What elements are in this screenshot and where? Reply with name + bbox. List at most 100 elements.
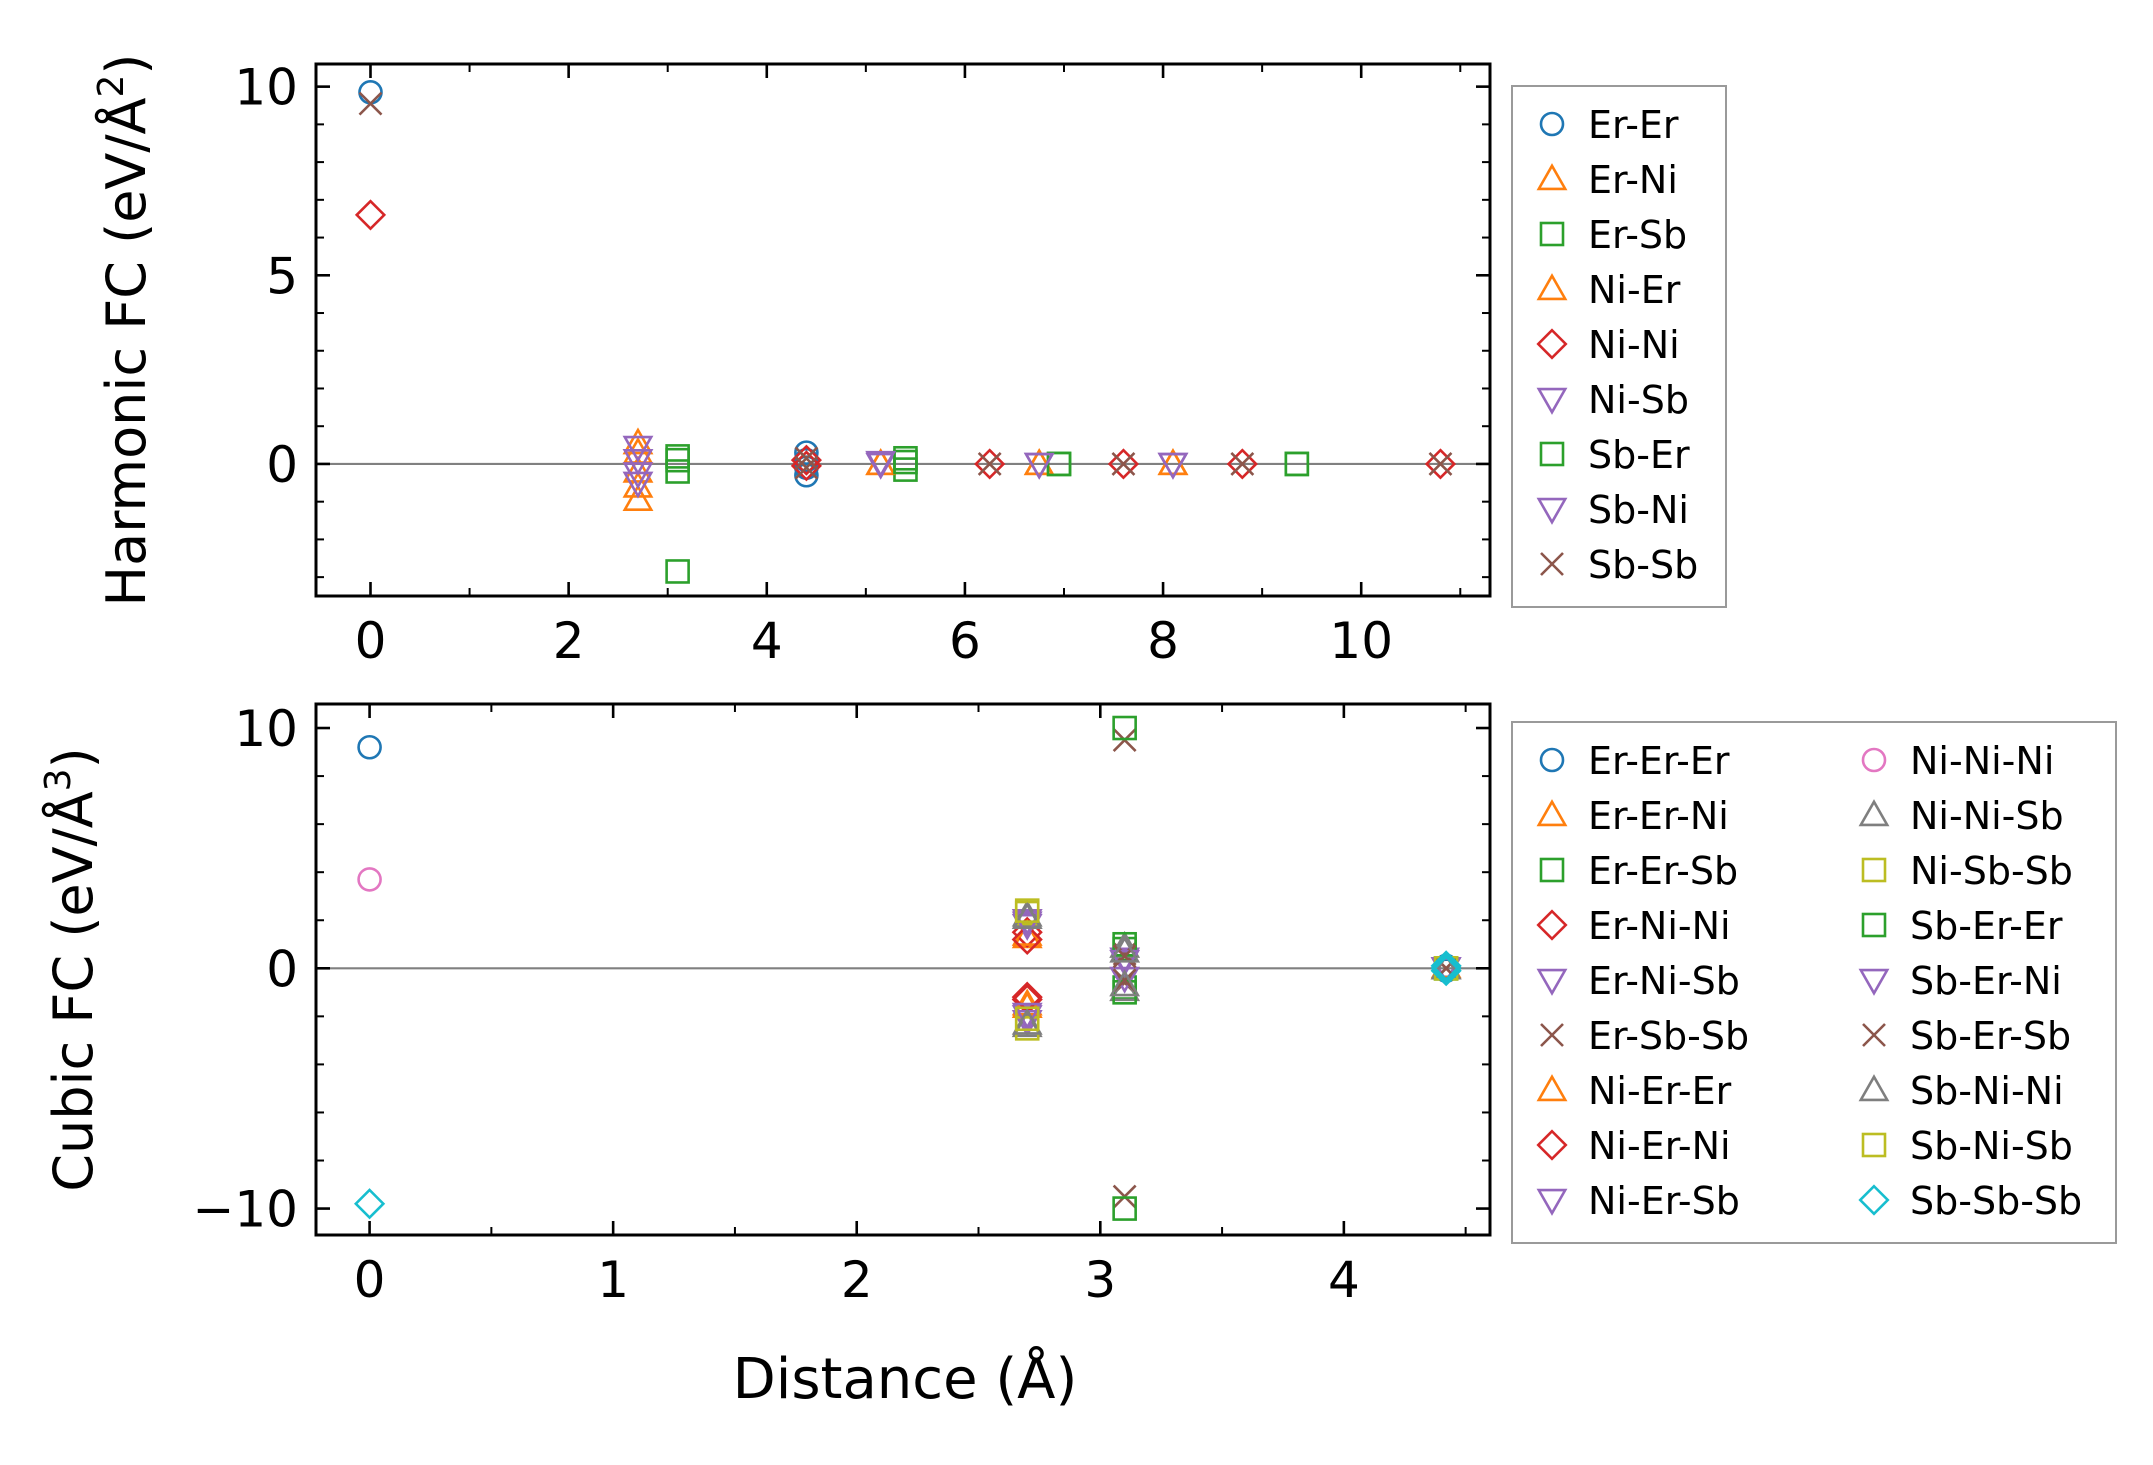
data-point bbox=[1284, 451, 1310, 477]
data-point bbox=[622, 462, 654, 490]
legend-label: Ni-Sb bbox=[1588, 378, 1689, 422]
data-point bbox=[665, 559, 690, 584]
legend-marker bbox=[1862, 1023, 1886, 1047]
series-er-ni-ni bbox=[1011, 916, 1462, 1016]
legend-entry: Sb-Ni bbox=[1536, 488, 1689, 532]
legend-marker bbox=[1858, 968, 1890, 996]
legend-label: Er-Er-Ni bbox=[1588, 794, 1729, 838]
data-point bbox=[622, 448, 654, 476]
legend-entry: Er-Ni-Sb bbox=[1536, 959, 1740, 1003]
data-point bbox=[665, 447, 690, 473]
legend-label: Er-Er-Er bbox=[1588, 739, 1730, 783]
legend-marker bbox=[1539, 221, 1565, 247]
x-axis-label: Distance (Å) bbox=[733, 1346, 1078, 1412]
legend-marker bbox=[1861, 857, 1887, 883]
legend-entry: Sb-Sb-Sb bbox=[1858, 1179, 2082, 1223]
data-point bbox=[1112, 968, 1137, 993]
data-point bbox=[353, 1188, 386, 1220]
data-point bbox=[358, 91, 383, 116]
legend-entry: Er-Ni bbox=[1536, 158, 1678, 202]
data-point bbox=[1111, 452, 1136, 476]
legend-entry: Sb-Ni-Ni bbox=[1858, 1069, 2064, 1113]
data-point bbox=[1424, 448, 1457, 480]
harmonic-fc-panel: 0 2 4 6 8 10 0 5 10 Harmonic FC (eV/Å2) Er-Er Er-Ni… bbox=[91, 54, 1727, 670]
legend-marker bbox=[1536, 1188, 1568, 1216]
legend-entry: Ni-Ni-Sb bbox=[1858, 794, 2064, 838]
legend-entry: Ni-Sb-Sb bbox=[1861, 849, 2073, 893]
legend-entry: Ni-Er bbox=[1536, 268, 1681, 312]
legend-entry: Ni-Ni-Ni bbox=[1861, 739, 2054, 783]
x-tick-label: 4 bbox=[751, 612, 783, 670]
legend-marker bbox=[1540, 1023, 1564, 1047]
legend-entry: Er-Ni-Ni bbox=[1536, 904, 1731, 948]
legend-entry: Sb-Er-Ni bbox=[1858, 959, 2062, 1003]
x-tick-label: 2 bbox=[841, 1251, 873, 1309]
legend-entry: Sb-Sb bbox=[1540, 543, 1698, 587]
data-point bbox=[1226, 448, 1258, 480]
data-point bbox=[354, 199, 387, 231]
legend-entry: Er-Sb bbox=[1539, 213, 1687, 257]
data-point bbox=[974, 448, 1006, 480]
series-ni-ni-ni bbox=[357, 867, 1459, 981]
series-er-er-er bbox=[357, 734, 1459, 984]
legend-marker bbox=[1858, 799, 1890, 827]
data-point bbox=[357, 867, 382, 892]
data-point bbox=[1157, 448, 1189, 476]
data-point bbox=[790, 444, 822, 476]
series-er-er bbox=[358, 79, 819, 488]
x-tick-label: 3 bbox=[1084, 1251, 1116, 1309]
legend: Er-Er Er-Ni Er-Sb Ni-Er Ni-Ni Ni-Sb Sb-Er Sb-Ni… bbox=[1511, 85, 1727, 608]
legend-label: Sb-Er-Er bbox=[1910, 904, 2063, 948]
x-tick-label: 2 bbox=[553, 612, 585, 670]
y-tick-label: 0 bbox=[266, 436, 298, 494]
data-point bbox=[1112, 715, 1137, 741]
data-point bbox=[1109, 935, 1141, 963]
data-point bbox=[1014, 1006, 1040, 1032]
series-sb-er-ni bbox=[1011, 911, 1462, 1030]
data-point bbox=[1014, 898, 1040, 923]
legend-label: Sb-Er bbox=[1588, 433, 1690, 477]
legend-label: Ni-Ni bbox=[1588, 323, 1680, 367]
legend-label: Ni-Er-Ni bbox=[1588, 1124, 1731, 1168]
data-point bbox=[1430, 955, 1462, 987]
data-point bbox=[622, 483, 654, 511]
data-point bbox=[1011, 923, 1043, 956]
y-tick-label: 10 bbox=[234, 700, 298, 758]
legend-marker bbox=[1536, 387, 1568, 415]
series-sb-sb bbox=[358, 91, 1453, 480]
legend: Er-Er-Er Er-Er-Ni Er-Er-Sb Er-Ni-Ni Er-Ni-Sb… bbox=[1511, 721, 2117, 1244]
data-point bbox=[1109, 969, 1141, 997]
series-er-er-ni bbox=[1011, 921, 1462, 1018]
data-point bbox=[622, 427, 654, 455]
data-point bbox=[1230, 452, 1255, 476]
legend-entry: Sb-Er-Sb bbox=[1862, 1014, 2071, 1058]
legend-label: Ni-Er-Sb bbox=[1588, 1179, 1740, 1223]
legend-entry: Ni-Er-Ni bbox=[1536, 1124, 1731, 1168]
data-point bbox=[794, 447, 819, 473]
data-point bbox=[1430, 952, 1462, 984]
legend-label: Er-Sb bbox=[1588, 213, 1687, 257]
data-point bbox=[865, 450, 897, 478]
legend-entry: Er-Er-Sb bbox=[1539, 849, 1738, 893]
legend-marker bbox=[1539, 441, 1565, 467]
data-point bbox=[794, 446, 819, 471]
data-point bbox=[357, 734, 382, 760]
legend-marker bbox=[1861, 912, 1887, 938]
data-point bbox=[893, 449, 918, 475]
data-point bbox=[622, 435, 654, 463]
series-er-ni-sb bbox=[1011, 913, 1462, 1033]
legend-label: Sb-Sb bbox=[1588, 543, 1698, 587]
legend-entry: Sb-Ni-Sb bbox=[1861, 1124, 2073, 1168]
legend-label: Er-Ni-Ni bbox=[1588, 904, 1731, 948]
y-tick-label: −10 bbox=[192, 1181, 298, 1239]
x-tick-label: 0 bbox=[354, 1251, 386, 1309]
legend-entry: Sb-Er-Er bbox=[1861, 904, 2063, 948]
legend-marker bbox=[1861, 1132, 1887, 1158]
legend-entry: Er-Er-Ni bbox=[1536, 794, 1729, 838]
legend-marker bbox=[1539, 747, 1565, 773]
legend-entry: Ni-Ni bbox=[1536, 323, 1680, 367]
legend-label: Ni-Sb-Sb bbox=[1910, 849, 2073, 893]
data-point bbox=[1157, 452, 1189, 480]
